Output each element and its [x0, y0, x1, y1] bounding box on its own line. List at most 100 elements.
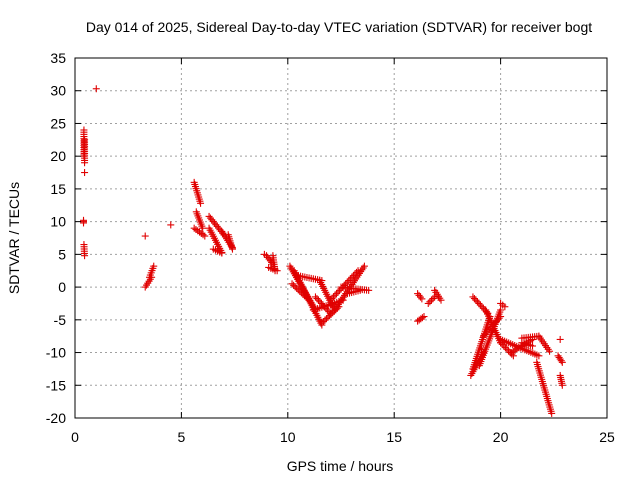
data-point: [535, 352, 543, 360]
points-layer: [80, 85, 566, 417]
data-point: [497, 313, 505, 321]
data-point: [477, 345, 485, 353]
data-point: [190, 224, 198, 232]
data-point: [297, 289, 305, 297]
data-point: [416, 293, 424, 301]
data-point: [352, 268, 360, 276]
data-point: [314, 296, 322, 304]
x-tick-label: 15: [386, 429, 402, 445]
data-point: [427, 296, 435, 304]
data-point: [501, 303, 509, 311]
data-point: [478, 303, 486, 311]
data-point: [300, 292, 308, 300]
y-tick-label: 5: [58, 246, 66, 262]
data-point: [418, 295, 426, 303]
data-point: [333, 290, 341, 298]
y-tick-label: -5: [54, 312, 67, 328]
data-point: [81, 169, 89, 177]
data-point: [548, 409, 556, 417]
data-point: [475, 299, 483, 307]
data-point: [321, 316, 329, 324]
data-point: [311, 293, 319, 301]
chart-title: Day 014 of 2025, Sidereal Day-to-day VTE…: [86, 19, 592, 35]
data-point: [356, 286, 364, 294]
data-point: [319, 318, 327, 326]
data-point: [299, 290, 307, 298]
data-point: [218, 249, 226, 257]
y-tick-label: 20: [50, 148, 66, 164]
data-point: [80, 219, 88, 227]
data-point: [472, 296, 480, 304]
y-tick-label: -15: [46, 377, 66, 393]
data-point: [503, 345, 511, 353]
data-point: [92, 85, 100, 93]
data-point: [360, 262, 368, 270]
data-point: [345, 277, 353, 285]
data-point: [473, 298, 481, 306]
data-point: [348, 273, 356, 281]
data-point: [349, 272, 357, 280]
y-axis-label: SDTVAR / TECUs: [6, 182, 22, 294]
data-point: [197, 199, 205, 207]
data-point: [290, 281, 298, 289]
data-point: [318, 319, 326, 327]
data-point: [195, 228, 203, 236]
data-point: [317, 299, 325, 307]
data-point: [529, 342, 537, 350]
data-point: [192, 225, 200, 233]
data-point: [199, 231, 207, 239]
data-point: [476, 301, 484, 309]
data-point: [167, 221, 175, 229]
data-point: [346, 275, 354, 283]
data-point: [228, 245, 236, 253]
data-point: [495, 314, 503, 322]
data-point: [497, 306, 505, 314]
y-tick-label: 10: [50, 214, 66, 230]
data-point: [324, 313, 332, 321]
plot-frame: [74, 57, 608, 419]
data-point: [426, 298, 434, 306]
data-point: [322, 304, 330, 312]
ticks-layer: [74, 57, 608, 419]
x-tick-label: 5: [178, 429, 186, 445]
y-tick-label: 30: [50, 83, 66, 99]
data-point: [81, 159, 89, 167]
data-point: [313, 295, 321, 303]
data-point: [424, 299, 432, 307]
data-point: [305, 296, 313, 304]
x-tick-label: 20: [493, 429, 509, 445]
data-point: [260, 250, 268, 258]
data-point: [326, 309, 334, 317]
data-point: [546, 347, 554, 355]
data-point: [197, 229, 205, 237]
data-point: [558, 381, 566, 389]
data-point: [556, 335, 564, 343]
data-point: [296, 287, 304, 295]
data-point: [469, 293, 477, 301]
y-tick-label: 15: [50, 181, 66, 197]
data-point: [331, 291, 339, 299]
data-point: [334, 288, 342, 296]
data-point: [302, 293, 310, 301]
data-point: [429, 295, 437, 303]
y-tick-label: 25: [50, 115, 66, 131]
data-point: [294, 286, 302, 294]
data-point: [557, 357, 565, 365]
data-point: [293, 284, 301, 292]
data-point: [81, 252, 89, 260]
data-point: [201, 232, 209, 240]
data-point: [351, 270, 359, 278]
x-tick-label: 0: [71, 429, 79, 445]
data-point: [329, 293, 337, 301]
data-point: [558, 358, 566, 366]
grid-layer: [75, 58, 607, 418]
data-point: [194, 227, 202, 235]
data-point: [304, 295, 312, 303]
y-tick-label: -20: [46, 410, 66, 426]
y-tick-label: 0: [58, 279, 66, 295]
data-point: [326, 296, 334, 304]
data-point: [273, 267, 281, 275]
data-point: [325, 308, 333, 316]
data-point: [291, 283, 299, 291]
